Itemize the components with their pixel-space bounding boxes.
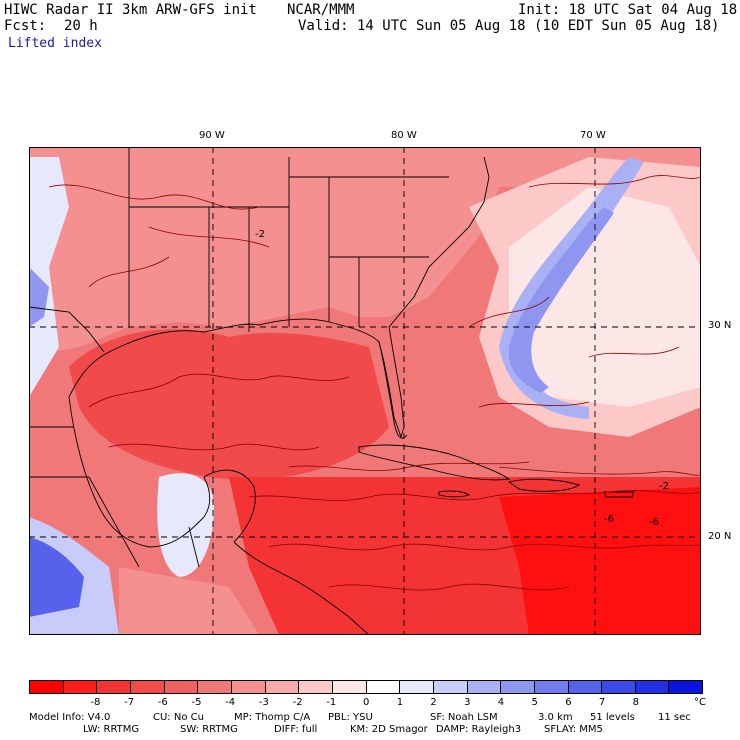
lifted-index-map: -2 -6 -2 -6 [29, 147, 701, 635]
model-info-item: 11 sec [658, 712, 691, 723]
colorbar-swatch [669, 681, 703, 693]
model-info-item: 3.0 km [538, 712, 573, 723]
colorbar-swatch [332, 681, 367, 693]
model-info-item: KM: 2D Smagor [350, 724, 428, 735]
atlantic-blue-tongue [499, 157, 644, 419]
colorbar-swatch [198, 681, 232, 693]
gulf-coast [68, 156, 490, 439]
west-pale-field [29, 157, 69, 397]
colorbar-swatch [164, 681, 199, 693]
colorbar-tick-label: 3 [464, 697, 471, 708]
colorbar-tick-label: 4 [497, 697, 505, 708]
atlantic-white-field [509, 187, 701, 407]
colorbar-swatch [231, 681, 266, 693]
colorbar-swatch [467, 681, 502, 693]
colorbar-swatch [130, 681, 165, 693]
cuba [358, 444, 511, 481]
colorbar-swatch [63, 681, 98, 693]
lon-label-80w: 80 W [391, 130, 417, 141]
colorbar-swatch [501, 681, 535, 693]
model-info-item: 51 levels [590, 712, 635, 723]
init-time: Init: 18 UTC Sat 04 Aug 18 [518, 2, 738, 18]
org-label: NCAR/MMM [287, 2, 355, 18]
contour-label: -6 [649, 517, 659, 528]
model-info-item: MP: Thomp C/A [234, 712, 311, 723]
coastlines [29, 147, 635, 635]
colorbar-tick-label: 2 [430, 697, 437, 708]
colorbar-tick-label: -4 [225, 697, 236, 708]
colorbar-unit: °C [694, 697, 706, 708]
model-info-item: SF: Noah LSM [430, 712, 498, 723]
yucatan [203, 469, 256, 543]
central-america [233, 541, 370, 635]
mexico-border [29, 306, 105, 353]
central-america-pale [119, 567, 259, 635]
colorbar [29, 680, 703, 694]
colorbar-swatch [602, 681, 636, 693]
hispaniola [507, 478, 581, 492]
colorbar-swatch [299, 681, 333, 693]
contour-label: -6 [604, 514, 614, 525]
colorbar-tick-label: -1 [326, 697, 337, 708]
florida [378, 341, 408, 439]
colorbar-tick-label: 0 [363, 697, 370, 708]
us-land-field [29, 147, 701, 357]
mexico-coast [68, 396, 211, 548]
lon-label-90w: 90 W [199, 130, 225, 141]
latlon-grid [29, 147, 701, 635]
colorbar-tick-label: -3 [258, 697, 269, 708]
map-title: HIWC Radar II 3km ARW-GFS init [4, 2, 257, 18]
mexico-states [29, 426, 200, 568]
model-info-item: SW: RRTMG [180, 724, 238, 735]
colorbar-swatch [366, 681, 401, 693]
colorbar-swatch [568, 681, 603, 693]
colorbar-swatch [30, 681, 64, 693]
model-info-item: DAMP: Rayleigh3 [436, 724, 522, 735]
colorbar-tick-label: -8 [90, 697, 101, 708]
model-info-item: DIFF: full [274, 724, 318, 735]
colorbar-tick-label: -2 [292, 697, 303, 708]
contour-label: -2 [659, 481, 669, 492]
forecast-hour: 20 h [64, 18, 98, 34]
puerto-rico [603, 491, 635, 498]
colorbar-tick-label: 7 [598, 697, 606, 708]
map-frame [29, 147, 701, 635]
colorbar-tick-label: -7 [124, 697, 135, 708]
forecast-label: Fcst: [4, 18, 47, 34]
jamaica [438, 490, 470, 498]
lifted-index-contours [48, 175, 701, 591]
contour-label: -2 [255, 229, 265, 240]
pacific-deep-blue [29, 537, 84, 617]
campeche-pale-field [157, 473, 214, 577]
model-info-item: CU: No Cu [153, 712, 204, 723]
caribbean-deep-red [499, 487, 701, 635]
model-info-item: PBL: YSU [328, 712, 373, 723]
colorbar-swatch [433, 681, 468, 693]
model-info-item: LW: RRTMG [83, 724, 140, 735]
colorbar-swatch [265, 681, 300, 693]
lat-label-20n: 20 N [708, 531, 732, 542]
colorbar-swatch [534, 681, 569, 693]
lon-label-70w: 70 W [580, 130, 606, 141]
colorbar-swatch [400, 681, 434, 693]
model-info-item: SFLAY: MM5 [544, 724, 603, 735]
colorbar-swatch [97, 681, 131, 693]
gulf-red-field [69, 329, 389, 480]
colorbar-tick-label: 6 [565, 697, 572, 708]
valid-time: Valid: 14 UTC Sun 05 Aug 18 (10 EDT Sun … [298, 18, 720, 34]
colorbar-tick-label: -6 [157, 697, 168, 708]
field-name: Lifted index [8, 36, 102, 51]
us-state-lines [128, 147, 449, 332]
colorbar-tick-label: -5 [191, 697, 202, 708]
atlantic-blue-core [508, 207, 614, 393]
colorbar-swatch [635, 681, 670, 693]
model-info-item: Model Info: V4.0 [29, 712, 111, 723]
lat-label-30n: 30 N [708, 320, 732, 331]
colorbar-tick-label: 5 [531, 697, 538, 708]
colorbar-tick-label: 1 [396, 697, 404, 708]
west-blue-patch [29, 267, 49, 327]
colorbar-tick-label: 8 [632, 697, 639, 708]
